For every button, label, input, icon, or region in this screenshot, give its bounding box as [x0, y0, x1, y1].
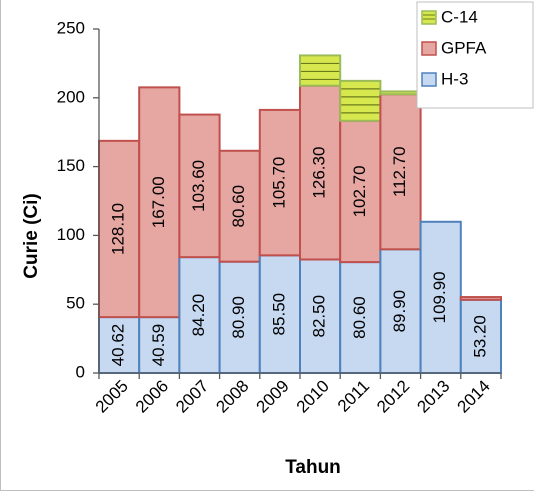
x-tick-label-2009: 2009 — [253, 376, 293, 416]
data-label-gpfa-2008: 80.60 — [229, 185, 248, 228]
data-label-gpfa-2007: 103.60 — [189, 160, 208, 212]
x-tick-label-2011: 2011 — [334, 376, 373, 415]
x-tick-label-2005: 2005 — [92, 376, 132, 416]
bar-gpfa-2005 — [98, 139, 141, 319]
data-label-h-3-2008: 80.90 — [229, 296, 248, 339]
x-axis-title: Tahun — [285, 457, 341, 478]
bar-gpfa-2008 — [218, 149, 261, 263]
data-label-h-3-2006: 40.59 — [149, 324, 168, 367]
bar-gpfa-2011 — [339, 119, 382, 264]
bar-gpfa-2007 — [178, 113, 221, 259]
y-tick-label-200: 200 — [57, 87, 85, 106]
bar-h-3-2012 — [379, 248, 422, 375]
data-label-h-3-2009: 85.50 — [269, 293, 288, 336]
legend-swatch-gpfa — [421, 41, 437, 56]
data-label-h-3-2014: 53.20 — [470, 315, 489, 358]
data-label-h-3-2007: 84.20 — [189, 294, 208, 337]
x-tick-label-2012: 2012 — [373, 376, 413, 416]
bar-h-3-2013 — [419, 220, 462, 374]
y-tick-label-150: 150 — [57, 156, 85, 175]
bar-gpfa-2012 — [379, 93, 422, 251]
bars-layer — [98, 54, 502, 375]
bar-gpfa-2014 — [459, 296, 502, 301]
data-label-h-3-2013: 109.90 — [430, 271, 449, 323]
data-label-h-3-2010: 82.50 — [310, 295, 329, 338]
bar-c-14-2011 — [339, 79, 382, 122]
legend-label-gpfa: GPFA — [441, 38, 487, 57]
legend-label-c-14: C-14 — [441, 7, 478, 26]
bar-c-14-2012 — [379, 90, 422, 96]
y-tick-label-0: 0 — [76, 362, 85, 381]
x-tick-label-2010: 2010 — [293, 376, 333, 416]
data-label-gpfa-2010: 126.30 — [310, 147, 329, 199]
y-axis-title: Curie (Ci) — [21, 193, 42, 279]
data-label-h-3-2005: 40.62 — [109, 324, 128, 367]
data-label-h-3-2012: 89.90 — [390, 290, 409, 333]
data-label-gpfa-2006: 167.00 — [149, 176, 168, 228]
x-tick-label-2014: 2014 — [454, 376, 494, 416]
data-label-h-3-2011: 80.60 — [350, 296, 369, 339]
bar-c-14-2010 — [299, 54, 342, 87]
data-label-gpfa-2012: 112.70 — [390, 146, 409, 197]
legend-label-h-3: H-3 — [441, 69, 468, 88]
x-tick-label-2006: 2006 — [132, 376, 172, 416]
legend-swatch-c-14 — [421, 10, 437, 25]
data-label-gpfa-2005: 128.10 — [109, 203, 128, 255]
x-tick-label-2013: 2013 — [413, 376, 453, 416]
x-tick-label-2008: 2008 — [212, 376, 252, 416]
x-tick-label-2007: 2007 — [172, 376, 212, 416]
bar-gpfa-2009 — [258, 108, 301, 257]
bar-labels-layer: 40.62 128.10 40.59 167.00 84.20 103.60 80.90 80… — [109, 146, 490, 366]
data-label-gpfa-2011: 102.70 — [350, 165, 369, 217]
y-tick-label-100: 100 — [57, 225, 85, 244]
data-label-gpfa-2009: 105.70 — [269, 157, 288, 209]
legend-swatch-h-3 — [421, 72, 437, 87]
y-tick-label-50: 50 — [66, 294, 85, 313]
legend: C-14 GPFA H-3 — [416, 1, 534, 109]
y-tick-label-250: 250 — [57, 18, 85, 37]
bar-gpfa-2010 — [299, 84, 342, 261]
